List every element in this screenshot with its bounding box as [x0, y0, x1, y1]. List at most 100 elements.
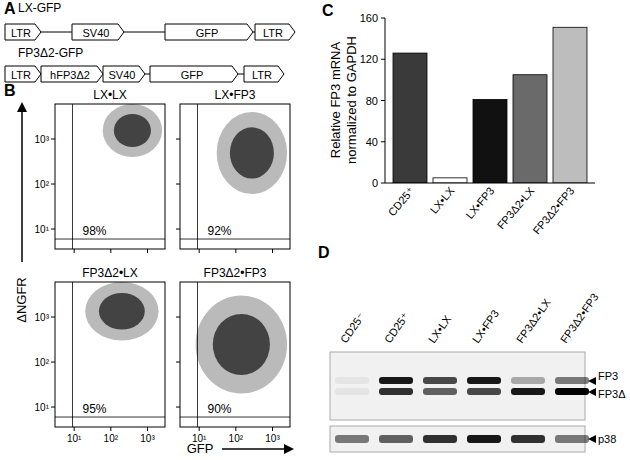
plot-title: LX•LX	[93, 88, 127, 102]
cell-cloud-core	[114, 114, 151, 147]
lane-label: LX•LX	[426, 313, 454, 346]
y-tick	[176, 407, 180, 408]
construct-element-label: LTR	[263, 27, 283, 39]
plot-title: FP3Δ2•LX	[82, 266, 138, 280]
panel-label: B	[4, 82, 16, 99]
x-tick	[235, 427, 236, 431]
panel-label: A	[4, 0, 16, 17]
blot-band	[555, 435, 589, 443]
blot-band	[467, 377, 501, 384]
lane-label: FP3Δ2•LX	[514, 296, 553, 345]
x-tick	[199, 427, 200, 431]
y-tick	[51, 184, 55, 185]
plot-area	[180, 282, 290, 427]
construct-element-label: LTR	[11, 69, 31, 81]
x-tick-label: LX•LX	[428, 184, 457, 216]
x-axis	[385, 183, 595, 184]
plot-title: FP3Δ2•FP3	[204, 266, 267, 280]
construct-element-label: SV40	[83, 27, 110, 39]
construct-element-label: LTR	[11, 27, 31, 39]
construct-element-label: hFP3Δ2	[50, 69, 90, 81]
gate-percent: 92%	[207, 224, 231, 238]
plot-title: LX•FP3	[215, 88, 256, 102]
x-tick-label: FP3Δ2•LX	[495, 184, 537, 231]
y-tick-label: 40	[366, 136, 378, 148]
construct-element	[41, 66, 103, 82]
blot-band	[511, 377, 545, 384]
y-tick	[51, 229, 55, 230]
gate-line	[197, 104, 198, 249]
plot-area	[55, 282, 165, 427]
gate-percent: 95%	[82, 402, 106, 416]
cell-cloud-core	[213, 314, 270, 375]
y-tick-label: 10³	[35, 134, 50, 145]
construct-element-label: GFP	[181, 69, 204, 81]
x-tick	[235, 249, 236, 253]
panel-label: D	[318, 244, 330, 261]
blot-band	[467, 435, 501, 443]
blot-membrane	[330, 352, 585, 420]
band-arrow	[588, 388, 596, 396]
axis-arrowhead	[17, 102, 27, 112]
plot-area	[180, 104, 290, 249]
plot-frame	[55, 282, 165, 427]
cell-cloud-outer	[196, 296, 287, 394]
y-tick	[176, 362, 180, 363]
x-tick	[74, 427, 75, 431]
blot-band	[335, 435, 369, 443]
axis-arrow	[222, 448, 286, 450]
gate-line	[180, 417, 290, 418]
construct-element	[150, 66, 238, 82]
bar	[393, 53, 427, 183]
gate-line	[72, 104, 73, 249]
blot-band	[379, 435, 413, 443]
construct-element	[244, 66, 284, 82]
construct-element	[255, 24, 295, 40]
band-arrow	[588, 435, 596, 443]
plot-frame	[180, 282, 290, 427]
x-tick-label: 10²	[104, 433, 119, 444]
blot-membrane	[330, 426, 585, 452]
y-tick-label: 160	[360, 12, 378, 24]
blot-band	[423, 435, 457, 443]
x-tick	[272, 249, 273, 253]
y-tick	[51, 139, 55, 140]
x-tick-label: FP3Δ2•FP3	[530, 185, 576, 237]
construct-element	[72, 24, 124, 40]
construct-element	[5, 66, 41, 82]
blot-band	[555, 388, 589, 395]
y-tick-label: 10¹	[35, 402, 50, 413]
blot-band	[511, 435, 545, 443]
y-tick	[51, 317, 55, 318]
cell-cloud-outer	[103, 104, 162, 157]
panel-label: C	[322, 2, 334, 19]
axis-arrow	[21, 110, 23, 262]
y-tick	[381, 183, 385, 184]
construct-element	[5, 24, 41, 40]
y-tick-label: 80	[366, 95, 378, 107]
cell-cloud-core	[99, 293, 145, 330]
construct-name: FP3Δ2-GFP	[18, 46, 83, 60]
bar	[513, 75, 547, 183]
gate-line	[55, 239, 165, 240]
plot-area	[55, 104, 165, 249]
y-tick-label: 120	[360, 53, 378, 65]
y-tick-label: 10²	[35, 357, 50, 368]
y-tick-label: 0	[372, 177, 378, 189]
lane-label: CD25⁺	[382, 310, 411, 345]
blot-band	[379, 377, 413, 384]
y-tick	[381, 100, 385, 101]
bar	[433, 178, 467, 183]
blot-band	[379, 388, 413, 395]
plot-frame	[180, 104, 290, 249]
construct-element	[165, 24, 253, 40]
construct-element-label: LTR	[252, 69, 272, 81]
band-label: p38	[598, 433, 616, 445]
band-arrow	[588, 377, 596, 385]
band-label: FP3Δ	[598, 388, 626, 400]
y-tick-label: 10¹	[35, 224, 50, 235]
cell-cloud-core	[230, 127, 274, 178]
y-tick-label: 10³	[35, 312, 50, 323]
x-tick	[74, 249, 75, 253]
x-tick-label: CD25⁺	[386, 184, 417, 218]
